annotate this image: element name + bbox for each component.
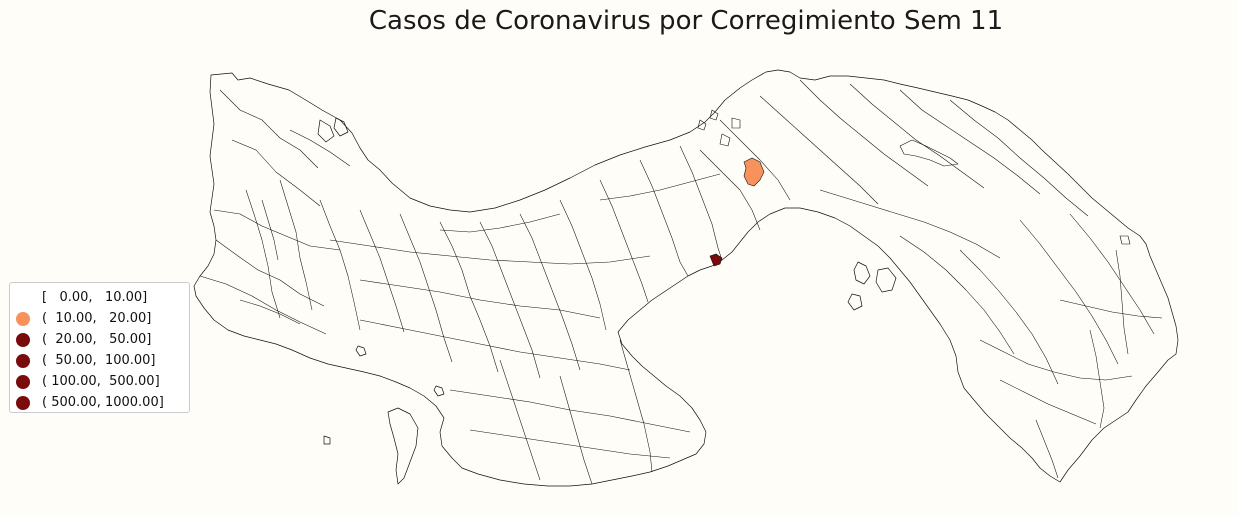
island-coiba: [387, 407, 419, 485]
legend-item: ( 50.00, 100.00]: [16, 350, 183, 371]
legend-marker: [16, 395, 30, 410]
legend-label: ( 100.00, 500.00]: [42, 374, 160, 389]
highlight-region-dark: [709, 253, 723, 267]
highlight-region-orange: [743, 157, 765, 187]
map-legend: [ 0.00, 10.00] ( 10.00, 20.00] ( 20.00, …: [9, 282, 190, 413]
island-bocas-2: [333, 117, 349, 137]
legend-item: ( 10.00, 20.00]: [16, 308, 183, 329]
legend-item: ( 500.00, 1000.00]: [16, 392, 183, 413]
legend-label: ( 500.00, 1000.00]: [42, 395, 164, 410]
country-outline: [193, 69, 1179, 487]
coastal-islands: [697, 109, 1131, 245]
legend-marker: [16, 374, 30, 389]
legend-label: ( 10.00, 20.00]: [42, 311, 152, 326]
legend-label: ( 50.00, 100.00]: [42, 353, 156, 368]
legend-marker: [16, 332, 30, 347]
island-small-1: [355, 345, 367, 357]
island-perlas-2: [875, 267, 897, 293]
corregimiento-boundaries: [199, 79, 1163, 485]
legend-marker: [16, 311, 30, 326]
island-perlas-3: [847, 293, 863, 311]
legend-item: ( 100.00, 500.00]: [16, 371, 183, 392]
island-small-2: [433, 385, 445, 397]
legend-label: ( 20.00, 50.00]: [42, 332, 152, 347]
legend-marker: [16, 291, 30, 305]
island-bocas-1: [317, 119, 335, 143]
map-title: Casos de Coronavirus por Corregimiento S…: [368, 6, 1004, 36]
legend-item: [ 0.00, 10.00]: [16, 287, 183, 308]
legend-item: ( 20.00, 50.00]: [16, 329, 183, 350]
legend-marker: [16, 353, 30, 368]
legend-label: [ 0.00, 10.00]: [42, 290, 148, 305]
island-perlas-1: [853, 261, 871, 285]
island-small-3: [323, 435, 331, 445]
